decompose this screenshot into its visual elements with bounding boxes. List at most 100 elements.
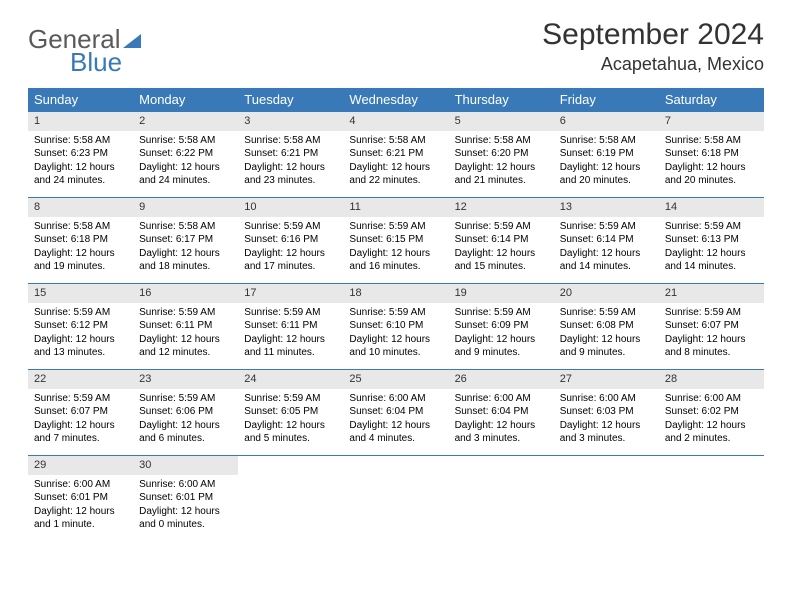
calendar-cell: 27Sunrise: 6:00 AMSunset: 6:03 PMDayligh… [554,370,659,456]
daylight-line: Daylight: 12 hours and 9 minutes. [560,333,653,360]
sunrise-line: Sunrise: 5:59 AM [665,220,758,234]
calendar-cell: 30Sunrise: 6:00 AMSunset: 6:01 PMDayligh… [133,456,238,542]
calendar-cell: 8Sunrise: 5:58 AMSunset: 6:18 PMDaylight… [28,198,133,284]
daylight-line: Daylight: 12 hours and 0 minutes. [139,505,232,532]
day-body: Sunrise: 5:59 AMSunset: 6:16 PMDaylight:… [238,217,343,278]
day-body: Sunrise: 5:59 AMSunset: 6:11 PMDaylight:… [238,303,343,364]
day-number: 20 [554,284,659,303]
sunset-line: Sunset: 6:07 PM [665,319,758,333]
day-number: 13 [554,198,659,217]
daylight-line: Daylight: 12 hours and 24 minutes. [139,161,232,188]
daylight-line: Daylight: 12 hours and 9 minutes. [455,333,548,360]
daylight-line: Daylight: 12 hours and 20 minutes. [665,161,758,188]
day-body: Sunrise: 5:58 AMSunset: 6:23 PMDaylight:… [28,131,133,192]
day-body: Sunrise: 5:59 AMSunset: 6:09 PMDaylight:… [449,303,554,364]
calendar-cell: 20Sunrise: 5:59 AMSunset: 6:08 PMDayligh… [554,284,659,370]
daylight-line: Daylight: 12 hours and 16 minutes. [349,247,442,274]
logo-sail-icon [123,34,141,48]
day-body: Sunrise: 5:59 AMSunset: 6:13 PMDaylight:… [659,217,764,278]
day-body: Sunrise: 6:00 AMSunset: 6:03 PMDaylight:… [554,389,659,450]
daylight-line: Daylight: 12 hours and 24 minutes. [34,161,127,188]
day-number: 8 [28,198,133,217]
sunset-line: Sunset: 6:13 PM [665,233,758,247]
sunset-line: Sunset: 6:21 PM [244,147,337,161]
sunrise-line: Sunrise: 5:59 AM [139,306,232,320]
calendar-cell: 7Sunrise: 5:58 AMSunset: 6:18 PMDaylight… [659,112,764,198]
daylight-line: Daylight: 12 hours and 5 minutes. [244,419,337,446]
day-number: 22 [28,370,133,389]
sunrise-line: Sunrise: 5:58 AM [244,134,337,148]
sunrise-line: Sunrise: 5:58 AM [665,134,758,148]
calendar-cell: 26Sunrise: 6:00 AMSunset: 6:04 PMDayligh… [449,370,554,456]
sunrise-line: Sunrise: 5:58 AM [455,134,548,148]
sunset-line: Sunset: 6:17 PM [139,233,232,247]
weekday-header: Friday [554,88,659,112]
day-number: 4 [343,112,448,131]
day-number: 18 [343,284,448,303]
day-number: 19 [449,284,554,303]
sunset-line: Sunset: 6:16 PM [244,233,337,247]
location: Acapetahua, Mexico [542,54,764,75]
title-block: September 2024 Acapetahua, Mexico [542,18,764,75]
day-body: Sunrise: 5:59 AMSunset: 6:12 PMDaylight:… [28,303,133,364]
sunrise-line: Sunrise: 5:59 AM [244,220,337,234]
sunset-line: Sunset: 6:22 PM [139,147,232,161]
sunset-line: Sunset: 6:01 PM [34,491,127,505]
calendar-cell: 4Sunrise: 5:58 AMSunset: 6:21 PMDaylight… [343,112,448,198]
sunrise-line: Sunrise: 5:58 AM [139,220,232,234]
daylight-line: Daylight: 12 hours and 12 minutes. [139,333,232,360]
calendar-cell: 25Sunrise: 6:00 AMSunset: 6:04 PMDayligh… [343,370,448,456]
day-body: Sunrise: 6:00 AMSunset: 6:01 PMDaylight:… [28,475,133,536]
daylight-line: Daylight: 12 hours and 22 minutes. [349,161,442,188]
day-number: 11 [343,198,448,217]
day-body: Sunrise: 5:58 AMSunset: 6:21 PMDaylight:… [238,131,343,192]
day-number: 26 [449,370,554,389]
day-body: Sunrise: 6:00 AMSunset: 6:04 PMDaylight:… [343,389,448,450]
day-body: Sunrise: 5:58 AMSunset: 6:22 PMDaylight:… [133,131,238,192]
calendar-cell: 24Sunrise: 5:59 AMSunset: 6:05 PMDayligh… [238,370,343,456]
sunset-line: Sunset: 6:06 PM [139,405,232,419]
sunrise-line: Sunrise: 6:00 AM [34,478,127,492]
calendar-cell: 6Sunrise: 5:58 AMSunset: 6:19 PMDaylight… [554,112,659,198]
day-number: 5 [449,112,554,131]
weekday-header: Thursday [449,88,554,112]
day-number: 14 [659,198,764,217]
header: General Blue September 2024 Acapetahua, … [28,18,764,78]
calendar-cell: 15Sunrise: 5:59 AMSunset: 6:12 PMDayligh… [28,284,133,370]
weekday-header: Sunday [28,88,133,112]
sunset-line: Sunset: 6:01 PM [139,491,232,505]
weekday-header: Monday [133,88,238,112]
sunset-line: Sunset: 6:18 PM [34,233,127,247]
daylight-line: Daylight: 12 hours and 14 minutes. [560,247,653,274]
day-number: 9 [133,198,238,217]
daylight-line: Daylight: 12 hours and 14 minutes. [665,247,758,274]
daylight-line: Daylight: 12 hours and 3 minutes. [455,419,548,446]
sunset-line: Sunset: 6:08 PM [560,319,653,333]
day-body: Sunrise: 6:00 AMSunset: 6:02 PMDaylight:… [659,389,764,450]
calendar-cell: 23Sunrise: 5:59 AMSunset: 6:06 PMDayligh… [133,370,238,456]
calendar-cell: 19Sunrise: 5:59 AMSunset: 6:09 PMDayligh… [449,284,554,370]
daylight-line: Daylight: 12 hours and 11 minutes. [244,333,337,360]
calendar-cell: 16Sunrise: 5:59 AMSunset: 6:11 PMDayligh… [133,284,238,370]
daylight-line: Daylight: 12 hours and 20 minutes. [560,161,653,188]
day-number: 28 [659,370,764,389]
day-body: Sunrise: 5:58 AMSunset: 6:17 PMDaylight:… [133,217,238,278]
day-number: 23 [133,370,238,389]
weekday-header: Saturday [659,88,764,112]
daylight-line: Daylight: 12 hours and 4 minutes. [349,419,442,446]
sunset-line: Sunset: 6:05 PM [244,405,337,419]
day-body: Sunrise: 5:59 AMSunset: 6:05 PMDaylight:… [238,389,343,450]
calendar-row: 15Sunrise: 5:59 AMSunset: 6:12 PMDayligh… [28,284,764,370]
calendar-cell [449,456,554,542]
sunrise-line: Sunrise: 5:58 AM [34,220,127,234]
day-body: Sunrise: 5:59 AMSunset: 6:06 PMDaylight:… [133,389,238,450]
calendar-cell: 2Sunrise: 5:58 AMSunset: 6:22 PMDaylight… [133,112,238,198]
day-number: 29 [28,456,133,475]
sunrise-line: Sunrise: 5:59 AM [665,306,758,320]
day-number: 3 [238,112,343,131]
calendar-cell: 5Sunrise: 5:58 AMSunset: 6:20 PMDaylight… [449,112,554,198]
logo-word2: Blue [70,47,141,78]
daylight-line: Daylight: 12 hours and 2 minutes. [665,419,758,446]
calendar-cell: 11Sunrise: 5:59 AMSunset: 6:15 PMDayligh… [343,198,448,284]
sunrise-line: Sunrise: 5:58 AM [34,134,127,148]
